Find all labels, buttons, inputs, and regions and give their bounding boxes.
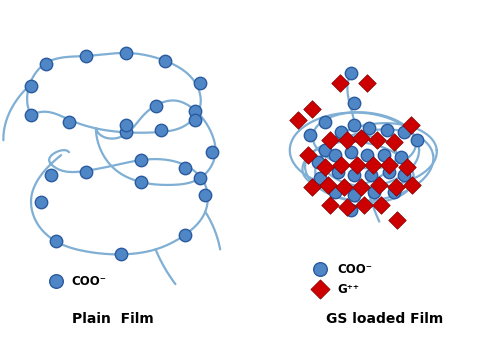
Point xyxy=(350,100,358,105)
Point xyxy=(162,58,170,64)
Point xyxy=(316,266,324,272)
Point xyxy=(358,184,366,190)
Point xyxy=(385,162,393,168)
Point xyxy=(408,182,416,188)
Point xyxy=(383,127,391,133)
Point xyxy=(122,122,130,128)
Point xyxy=(136,157,144,163)
Point xyxy=(65,120,73,125)
Point xyxy=(350,172,358,178)
Point xyxy=(348,207,356,212)
Point xyxy=(320,164,328,170)
Point xyxy=(390,139,398,145)
Point xyxy=(413,138,421,143)
Text: COO⁻: COO⁻ xyxy=(71,275,106,288)
Point xyxy=(122,50,130,56)
Point xyxy=(304,152,312,158)
Point xyxy=(397,154,405,160)
Point xyxy=(364,152,372,158)
Point xyxy=(354,162,362,168)
Point xyxy=(316,175,324,181)
Point xyxy=(308,106,316,111)
Point xyxy=(196,80,204,85)
Point xyxy=(82,169,90,175)
Point xyxy=(308,184,316,190)
Point xyxy=(182,165,190,171)
Point xyxy=(192,108,200,113)
Point xyxy=(320,120,328,125)
Point xyxy=(360,202,368,208)
Point xyxy=(344,204,351,210)
Point xyxy=(366,126,374,131)
Point xyxy=(316,286,324,292)
Point xyxy=(326,202,334,208)
Point xyxy=(340,184,348,190)
Point xyxy=(344,138,351,143)
Point xyxy=(122,130,130,135)
Point xyxy=(364,80,372,85)
Point xyxy=(326,138,334,143)
Point xyxy=(196,175,204,181)
Point xyxy=(374,138,382,143)
Point xyxy=(152,103,160,108)
Point xyxy=(82,53,90,59)
Point xyxy=(330,152,338,158)
Text: COO⁻: COO⁻ xyxy=(338,263,372,276)
Point xyxy=(385,169,393,175)
Point xyxy=(338,130,345,135)
Point xyxy=(314,159,322,165)
Point xyxy=(136,179,144,185)
Point xyxy=(338,162,345,168)
Point xyxy=(208,149,216,155)
Point xyxy=(324,182,332,188)
Point xyxy=(403,164,411,170)
Point xyxy=(156,127,164,133)
Point xyxy=(350,192,358,198)
Point xyxy=(370,162,378,168)
Point xyxy=(192,118,200,123)
Point xyxy=(370,189,378,195)
Point xyxy=(336,80,344,85)
Point xyxy=(392,184,400,190)
Point xyxy=(407,122,415,128)
Text: GS loaded Film: GS loaded Film xyxy=(326,312,443,326)
Point xyxy=(182,232,190,237)
Point xyxy=(116,252,124,257)
Point xyxy=(358,135,366,141)
Point xyxy=(350,122,358,128)
Point xyxy=(400,130,408,135)
Point xyxy=(368,172,376,178)
Text: Plain  Film: Plain Film xyxy=(72,312,154,326)
Point xyxy=(201,192,209,198)
Point xyxy=(27,113,35,118)
Point xyxy=(330,189,338,195)
Point xyxy=(27,83,35,89)
Point xyxy=(390,189,398,195)
Point xyxy=(52,239,60,244)
Point xyxy=(376,182,384,188)
Point xyxy=(42,61,50,67)
Point xyxy=(348,70,356,76)
Point xyxy=(47,172,55,178)
Point xyxy=(306,133,314,138)
Point xyxy=(37,199,45,205)
Point xyxy=(380,152,388,158)
Point xyxy=(320,147,328,153)
Point xyxy=(348,149,356,155)
Point xyxy=(294,118,302,123)
Point xyxy=(334,169,342,175)
Text: G⁺⁺: G⁺⁺ xyxy=(338,282,359,296)
Point xyxy=(378,202,386,208)
Point xyxy=(400,172,408,178)
Point xyxy=(52,278,60,284)
Point xyxy=(393,217,401,223)
